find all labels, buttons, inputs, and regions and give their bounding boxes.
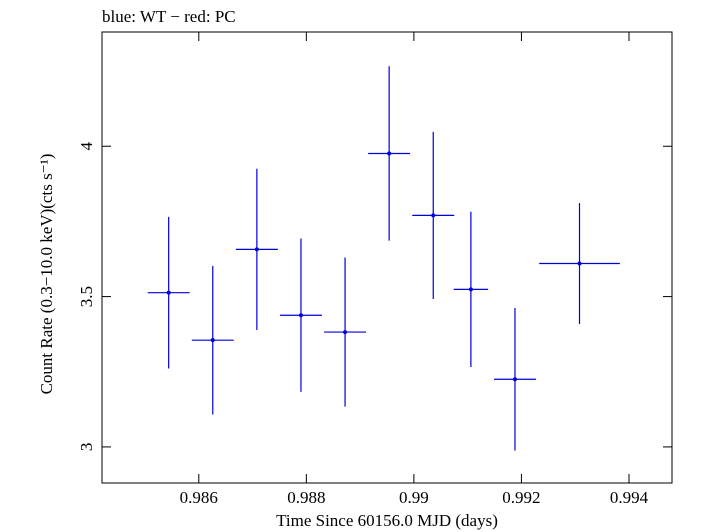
x-axis-title: Time Since 60156.0 MJD (days) (276, 511, 498, 530)
x-tick-label: 0.994 (610, 488, 649, 507)
data-point (431, 213, 436, 218)
data-point-group (235, 168, 278, 330)
y-tick-label: 4 (77, 142, 96, 151)
y-axis-title: Count Rate (0.3−10.0 keV)(cts s⁻¹) (37, 154, 56, 395)
data-point (512, 377, 517, 382)
x-tick-label: 0.99 (399, 488, 429, 507)
data-point (254, 247, 259, 252)
y-tick-label: 3.5 (77, 286, 96, 307)
data-point-group (453, 211, 489, 367)
data-point (166, 290, 171, 295)
data-point (343, 330, 348, 335)
data-point-group (494, 308, 536, 451)
data-point (298, 313, 303, 318)
data-point-group (539, 203, 620, 324)
data-point-group (191, 265, 234, 415)
data-point (468, 287, 473, 292)
x-tick-label: 0.988 (287, 488, 325, 507)
data-point-group (412, 131, 455, 299)
data-point (210, 338, 215, 343)
data-point (577, 261, 582, 266)
data-point-group (368, 66, 411, 241)
data-point-group (279, 238, 322, 392)
plot-frame (101, 31, 673, 484)
data-point-group (147, 216, 190, 369)
data-point (387, 151, 392, 156)
y-tick-label: 3 (77, 443, 96, 452)
x-tick-label: 0.986 (180, 488, 218, 507)
chart-title: blue: WT − red: PC (102, 7, 236, 26)
data-point-group (324, 257, 367, 407)
x-tick-label: 0.992 (502, 488, 540, 507)
